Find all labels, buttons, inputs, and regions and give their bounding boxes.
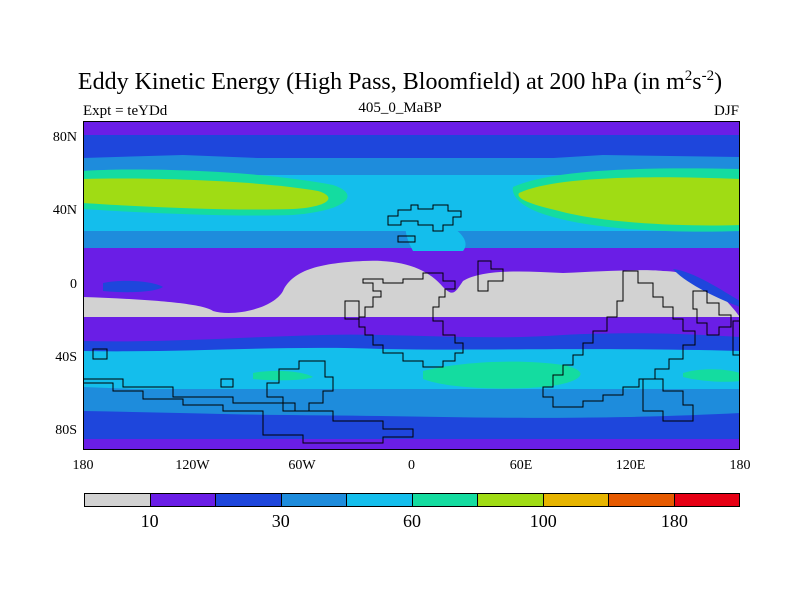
band-purple-south [83, 439, 740, 450]
x-tick-label: 180 [729, 458, 751, 473]
x-tick-label: 120E [615, 458, 646, 473]
contour-green-south-east [423, 361, 581, 389]
y-tick-label: 0 [70, 276, 77, 292]
colorbar-tick-label: 60 [403, 511, 421, 531]
x-tick-label: 120W [175, 458, 210, 473]
contour-green-south-west [253, 370, 313, 381]
map-frame [83, 121, 740, 450]
colorbar-swatch [85, 494, 151, 506]
contour-midblue-north [83, 155, 740, 175]
contour-gray-equator [83, 260, 740, 334]
contour-blue-equator-blob [103, 280, 163, 293]
colorbar-swatch [478, 494, 544, 506]
band-purple-north [83, 121, 740, 135]
contour-blue-south-lower [83, 411, 740, 439]
x-tick-label: 60E [509, 458, 533, 473]
contour-green-south-far-east [683, 369, 740, 382]
colorbar-swatch [347, 494, 413, 506]
colorbar-swatch [281, 494, 347, 506]
colorbar-tick-label: 30 [271, 511, 290, 531]
colorbar-swatch [216, 494, 282, 506]
colorbar-swatch [609, 494, 675, 506]
coastline-outline [83, 204, 740, 444]
contour-blue-equator-east [673, 269, 740, 307]
y-tick-label: 40S [55, 349, 77, 365]
colorbar-tick-label: 100 [529, 511, 557, 531]
colorbar-tick-label: 180 [660, 511, 688, 531]
colorbar-swatch [543, 494, 609, 506]
map-panel [83, 121, 740, 450]
colorbar-swatch [412, 494, 478, 506]
contour-lime-north-east [518, 177, 740, 226]
colorbar-swatch [150, 494, 216, 506]
experiment-label: Expt = teYDd [83, 103, 168, 119]
x-tick-label: 60W [288, 458, 316, 473]
x-tick-label: 0 [408, 458, 415, 473]
y-tick-label: 80N [52, 130, 77, 146]
contour-map [83, 121, 740, 450]
contour-lime-north-west [83, 178, 329, 210]
y-tick-label: 40N [52, 203, 77, 219]
colorbar [84, 493, 740, 507]
band-blue-north [83, 135, 740, 158]
colorbar-swatch [674, 494, 739, 506]
contour-midblue-south-lower [83, 387, 740, 418]
y-tick-label: 80S [55, 422, 77, 438]
colorbar-tick-label: 10 [140, 511, 159, 531]
figure-title: Eddy Kinetic Energy (High Pass, Bloomfie… [77, 68, 723, 95]
subtitle: 405_0_MaBP [358, 100, 442, 116]
x-tick-label: 180 [72, 458, 94, 473]
season-label: DJF [713, 103, 739, 119]
